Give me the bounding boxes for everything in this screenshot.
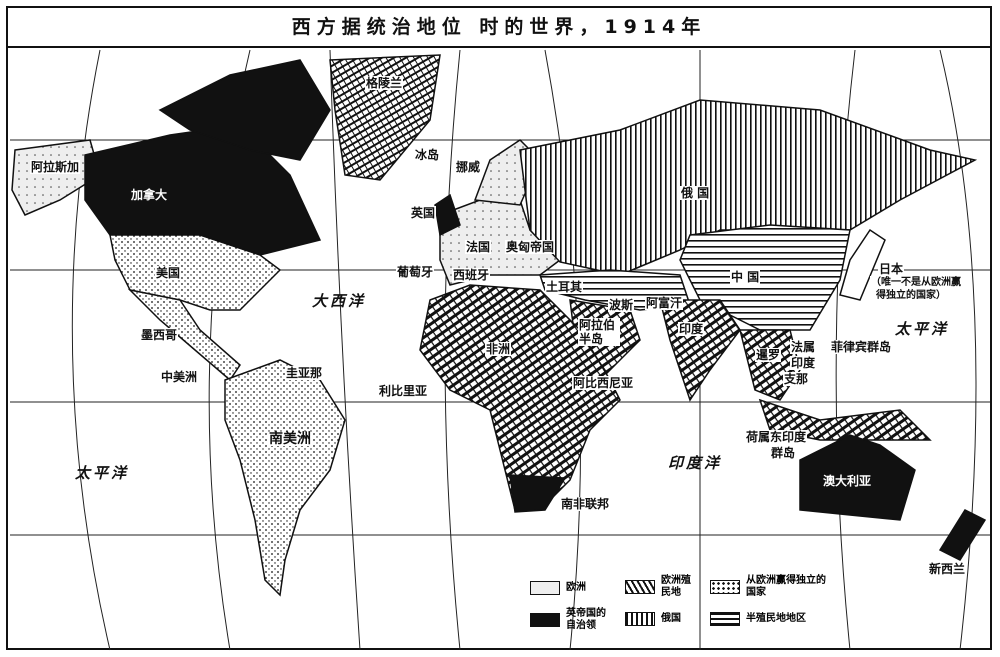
- ocean-pacific-east: 太平洋: [895, 320, 950, 338]
- label-britain: 英国: [410, 206, 437, 220]
- label-australia: 澳大利亚: [822, 474, 873, 488]
- label-dutch-east-indies-2: 群岛: [770, 446, 797, 460]
- label-arabia: 阿拉伯半岛: [578, 318, 620, 346]
- swatch-independent: [710, 580, 740, 594]
- ocean-indian: 印度洋: [668, 454, 723, 472]
- legend: 欧洲 欧洲殖民地 从欧洲赢得独立的国家 英帝国的自治领 俄国 半殖民地地区: [525, 575, 826, 635]
- swatch-dominions: [530, 613, 560, 627]
- label-china: 中 国: [730, 270, 761, 284]
- label-alaska: 阿拉斯加: [30, 160, 81, 174]
- label-liberia: 利比里亚: [378, 384, 429, 398]
- label-turkey: 土耳其: [545, 280, 584, 294]
- label-japan-note-1: （唯一不是从欧洲赢: [870, 276, 962, 290]
- swatch-colonies: [625, 580, 655, 594]
- label-africa: 非洲: [485, 342, 512, 356]
- region-canada-islands: [158, 59, 331, 161]
- label-persia: 波斯: [608, 298, 635, 312]
- legend-item-europe: 欧洲: [530, 581, 586, 595]
- label-south-africa: 南非联邦: [560, 497, 611, 511]
- region-alaska: [11, 139, 101, 216]
- region-usa: [109, 234, 282, 311]
- label-canada: 加拿大: [130, 188, 169, 202]
- label-indochina-1: 法属: [790, 340, 817, 354]
- map-title: 西方据统治地位 时的世界，1914年: [8, 8, 990, 48]
- label-norway: 挪威: [455, 160, 482, 174]
- label-spain: 西班牙: [452, 268, 491, 282]
- swatch-semicolonial: [710, 612, 740, 626]
- region-greenland: [329, 54, 441, 181]
- label-central-america: 中美洲: [160, 370, 199, 384]
- region-africa: [419, 284, 621, 511]
- label-mexico: 墨西哥: [140, 328, 179, 342]
- region-mexico-central: [127, 288, 241, 382]
- label-dutch-east-indies-1: 荷属东印度: [745, 430, 808, 444]
- label-austria-hungary: 奥匈帝国: [505, 240, 556, 254]
- legend-item-semicolonial: 半殖民地地区: [710, 612, 806, 626]
- legend-item-dominions: 英帝国的自治领: [530, 608, 612, 632]
- label-iceland: 冰岛: [414, 148, 441, 162]
- label-siam: 暹罗: [755, 348, 782, 362]
- label-guiana: 圭亚那: [285, 366, 324, 380]
- region-south-africa: [509, 474, 567, 513]
- label-afghanistan: 阿富汗: [645, 296, 684, 310]
- swatch-russia: [625, 612, 655, 626]
- ocean-atlantic: 大西洋: [312, 292, 367, 310]
- label-usa: 美国: [155, 266, 182, 280]
- label-india: 印度: [678, 322, 705, 336]
- legend-item-colonies: 欧洲殖民地: [625, 575, 705, 599]
- label-japan: 日本: [878, 262, 905, 276]
- label-russia: 俄 国: [680, 186, 711, 200]
- ocean-pacific-west: 太平洋: [75, 464, 130, 482]
- label-japan-note-2: 得独立的国家）: [875, 289, 947, 303]
- swatch-europe: [530, 581, 560, 595]
- region-japan: [839, 228, 886, 301]
- region-south-america: [224, 359, 346, 597]
- label-indochina-3: 支那: [783, 372, 810, 386]
- label-portugal: 葡萄牙: [396, 265, 435, 279]
- legend-item-russia: 俄国: [625, 612, 681, 626]
- label-south-america: 南美洲: [268, 431, 312, 447]
- legend-item-independent: 从欧洲赢得独立的国家: [710, 575, 826, 599]
- label-new-zealand: 新西兰: [928, 562, 967, 576]
- label-abyssinia: 阿比西尼亚: [572, 376, 635, 390]
- label-france: 法国: [465, 240, 492, 254]
- region-new-zealand: [938, 509, 987, 561]
- label-greenland: 格陵兰: [365, 76, 404, 90]
- region-britain: [434, 193, 461, 237]
- map-frame: [6, 6, 992, 650]
- region-russia: [519, 99, 978, 276]
- region-india: [659, 299, 741, 402]
- label-philippines: 菲律宾群岛: [830, 340, 893, 354]
- label-indochina-2: 印度: [790, 356, 817, 370]
